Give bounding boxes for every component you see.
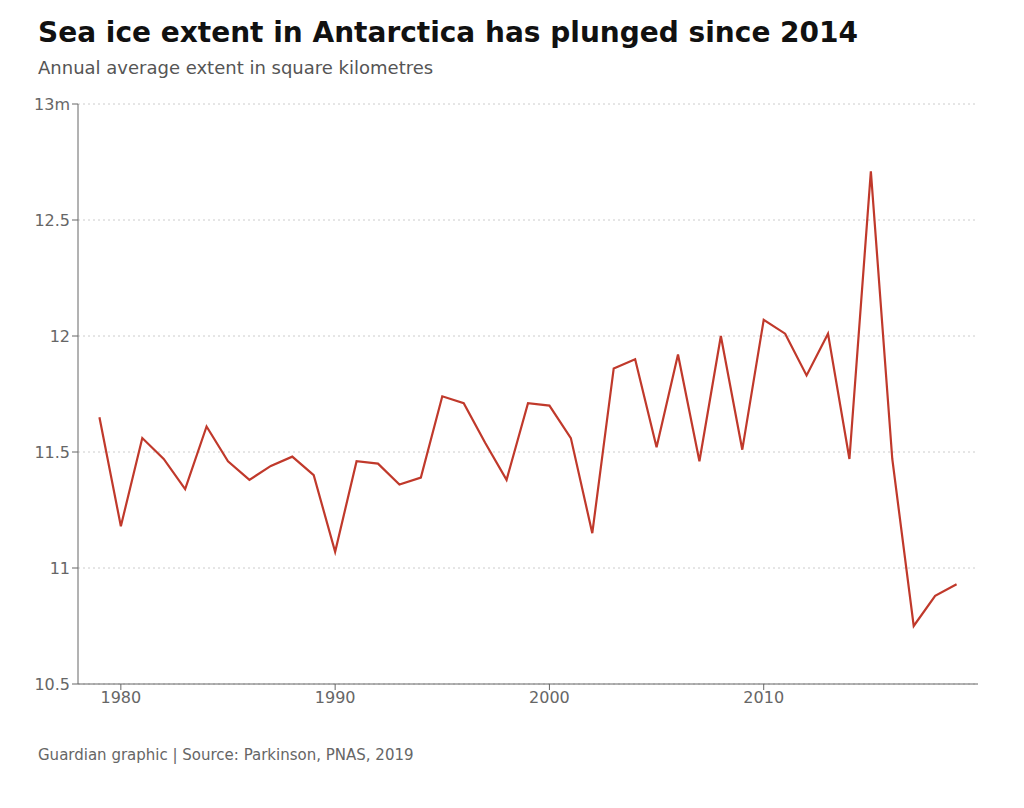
svg-text:12: 12 xyxy=(50,327,70,346)
svg-text:10.5: 10.5 xyxy=(34,675,70,694)
svg-text:13m: 13m xyxy=(34,95,70,114)
svg-text:2000: 2000 xyxy=(529,688,570,707)
svg-text:1980: 1980 xyxy=(100,688,141,707)
svg-text:12.5: 12.5 xyxy=(34,211,70,230)
html-text:Annual average extent in squar: Annual average extent in square kilometr… xyxy=(38,57,434,78)
html-text:Guardian graphic | Source: Par: Guardian graphic | Source: Parkinson, PN… xyxy=(38,746,414,764)
svg-text:11: 11 xyxy=(50,559,70,578)
html-text:Sea ice extent in Antarctica h: Sea ice extent in Antarctica has plunged… xyxy=(38,16,859,49)
svg-text:1990: 1990 xyxy=(315,688,356,707)
svg-text:2010: 2010 xyxy=(743,688,784,707)
svg-text:11.5: 11.5 xyxy=(34,443,70,462)
